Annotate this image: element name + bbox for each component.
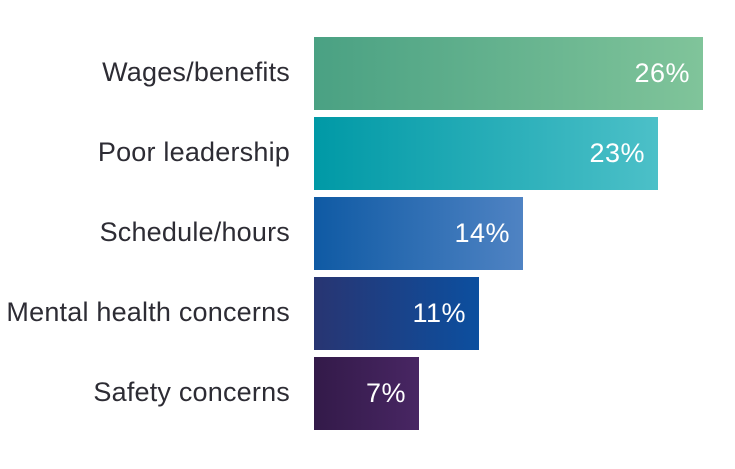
chart-row: Wages/benefits 26% <box>0 33 735 113</box>
chart-row: Schedule/hours 14% <box>0 193 735 273</box>
category-label: Poor leadership <box>97 137 290 168</box>
bar: 14% <box>314 196 523 270</box>
value-label: 7% <box>365 377 406 408</box>
category-label: Schedule/hours <box>99 217 290 248</box>
value-label: 11% <box>412 297 466 328</box>
category-label: Mental health concerns <box>6 297 290 328</box>
bar: 11% <box>314 276 479 350</box>
chart-rows: Wages/benefits 26% Poor leadership 23% S… <box>0 33 735 433</box>
value-label: 14% <box>454 217 510 248</box>
chart-row: Safety concerns 7% <box>0 353 735 433</box>
chart-row: Mental health concerns 11% <box>0 273 735 353</box>
category-label: Safety concerns <box>93 377 290 408</box>
bar: 7% <box>314 356 419 430</box>
bar: 26% <box>314 36 703 110</box>
category-label: Wages/benefits <box>102 57 290 88</box>
bar: 23% <box>314 116 658 190</box>
chart-row: Poor leadership 23% <box>0 113 735 193</box>
value-label: 26% <box>634 57 690 88</box>
value-label: 23% <box>589 137 645 168</box>
